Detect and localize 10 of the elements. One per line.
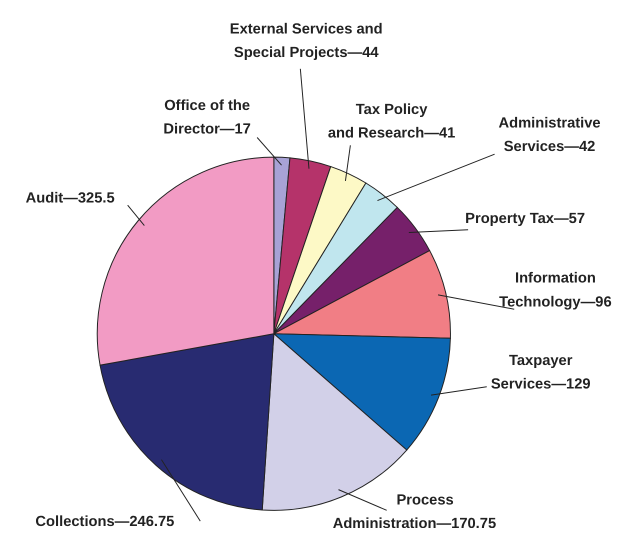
slice-label: Collections—246.75 [35, 514, 174, 530]
slice-label: Tax Policy and Research—41 [328, 102, 456, 142]
slice-label: Information Technology—96 [499, 270, 612, 310]
slice-label: Process Administration—170.75 [332, 492, 496, 532]
slice-label: External Services and Special Projects—44 [230, 22, 383, 62]
slice-label: Property Tax—57 [465, 210, 586, 227]
slice-label: Audit—325.5 [26, 190, 115, 206]
slice-label: Office of the Director—17 [163, 98, 251, 138]
slice-label: Taxpayer Services—129 [490, 353, 591, 393]
slice-label: Administrative Services—42 [498, 116, 601, 156]
